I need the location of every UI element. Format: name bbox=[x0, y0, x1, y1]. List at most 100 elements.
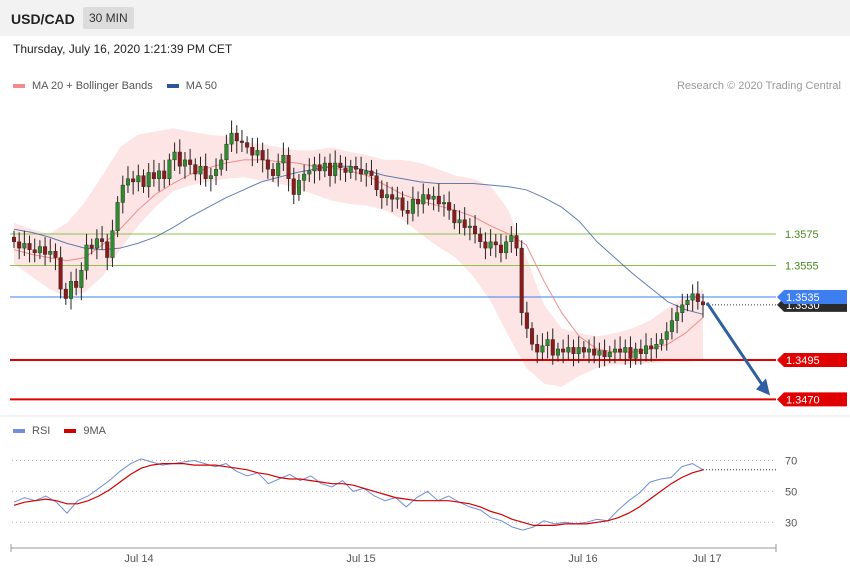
candle bbox=[493, 233, 498, 258]
candle bbox=[519, 240, 524, 326]
candle bbox=[540, 333, 545, 360]
level-tag-1.3470: 1.3470 bbox=[777, 392, 847, 407]
candle bbox=[483, 232, 488, 260]
candle bbox=[265, 148, 270, 179]
svg-text:1.3535: 1.3535 bbox=[786, 292, 820, 304]
price-legend: MA 20 + Bollinger Bands MA 50 bbox=[13, 80, 231, 92]
candle bbox=[685, 293, 690, 312]
moving-average-layer bbox=[13, 159, 704, 353]
candle bbox=[628, 336, 633, 368]
candle bbox=[115, 196, 120, 238]
candle bbox=[581, 341, 586, 359]
candle bbox=[229, 120, 234, 152]
candle bbox=[498, 233, 503, 263]
candle bbox=[193, 158, 198, 181]
candle bbox=[271, 163, 276, 182]
candle bbox=[276, 153, 281, 187]
candle bbox=[182, 152, 187, 179]
candle bbox=[669, 308, 674, 340]
candle bbox=[410, 186, 415, 222]
level-label-1.3555: 1.3555 bbox=[785, 260, 819, 272]
candle bbox=[338, 155, 343, 181]
candle bbox=[317, 153, 322, 181]
candle bbox=[281, 142, 286, 171]
candle bbox=[576, 336, 581, 364]
candle bbox=[384, 181, 389, 206]
legend-9ma-label: 9MA bbox=[83, 425, 106, 437]
candle bbox=[286, 147, 291, 192]
ma20-line bbox=[13, 159, 704, 353]
candle bbox=[27, 235, 32, 263]
bollinger-band bbox=[14, 128, 703, 387]
candle bbox=[302, 164, 307, 192]
candle bbox=[602, 339, 607, 367]
legend-ma20: MA 20 + Bollinger Bands bbox=[13, 80, 153, 92]
candle bbox=[364, 163, 369, 187]
research-credit: Research © 2020 Trading Central bbox=[676, 80, 841, 92]
candle bbox=[146, 163, 151, 198]
candle bbox=[447, 191, 452, 220]
candle bbox=[224, 134, 229, 171]
candle bbox=[136, 164, 141, 192]
candle bbox=[633, 342, 638, 365]
candle bbox=[612, 339, 617, 364]
candle bbox=[675, 304, 680, 334]
candle bbox=[296, 174, 301, 201]
candle bbox=[571, 339, 576, 367]
candle bbox=[462, 207, 467, 236]
candle bbox=[664, 322, 669, 351]
candle bbox=[141, 169, 146, 193]
candle bbox=[680, 293, 685, 323]
forecast-arrow-icon bbox=[756, 378, 770, 396]
candle bbox=[245, 136, 250, 154]
candle bbox=[530, 322, 535, 351]
candle bbox=[467, 218, 472, 241]
candle bbox=[457, 210, 462, 234]
candle bbox=[478, 227, 483, 249]
candle bbox=[400, 191, 405, 217]
candle bbox=[353, 156, 358, 181]
chart-datetime: Thursday, July 16, 2020 1:21:39 PM CET bbox=[13, 42, 233, 56]
candle bbox=[89, 238, 94, 255]
candle bbox=[405, 200, 410, 225]
candle bbox=[524, 301, 529, 338]
rsi-legend: RSI 9MA bbox=[13, 425, 120, 437]
candle bbox=[421, 183, 426, 214]
rsi-panel: 70 50 30 bbox=[12, 455, 797, 531]
candle bbox=[436, 183, 441, 212]
candle bbox=[618, 336, 623, 360]
candle bbox=[58, 246, 63, 299]
ma20-swatch-icon bbox=[13, 84, 25, 88]
ma50-line bbox=[13, 165, 704, 315]
candle bbox=[17, 232, 22, 260]
x-tick-Jul-14: Jul 14 bbox=[124, 553, 153, 565]
candle bbox=[348, 159, 353, 179]
candle bbox=[431, 186, 436, 211]
level-label-1.3575: 1.3575 bbox=[785, 229, 819, 241]
candle bbox=[312, 156, 317, 184]
candle bbox=[369, 159, 374, 186]
timeframe-badge[interactable]: 30 MIN bbox=[83, 7, 134, 29]
svg-text:1.3495: 1.3495 bbox=[786, 355, 820, 367]
x-tick-Jul-15: Jul 15 bbox=[346, 553, 375, 565]
candle bbox=[587, 339, 592, 364]
candle bbox=[131, 170, 136, 195]
candle bbox=[125, 166, 130, 193]
candle bbox=[48, 238, 53, 263]
rsi-series-RSI bbox=[13, 458, 704, 531]
candle bbox=[555, 342, 560, 362]
candle bbox=[509, 226, 514, 253]
rsi-swatch-icon bbox=[13, 429, 25, 433]
candle bbox=[623, 339, 628, 365]
candle bbox=[63, 282, 68, 305]
candle bbox=[514, 222, 519, 256]
candle bbox=[426, 188, 431, 206]
candle bbox=[43, 237, 48, 266]
candle bbox=[105, 233, 110, 271]
candle bbox=[535, 334, 540, 364]
legend-ma20-label: MA 20 + Bollinger Bands bbox=[32, 80, 153, 92]
candle bbox=[239, 129, 244, 152]
x-tick-Jul-16: Jul 16 bbox=[568, 553, 597, 565]
ma9-swatch-icon bbox=[64, 429, 77, 433]
